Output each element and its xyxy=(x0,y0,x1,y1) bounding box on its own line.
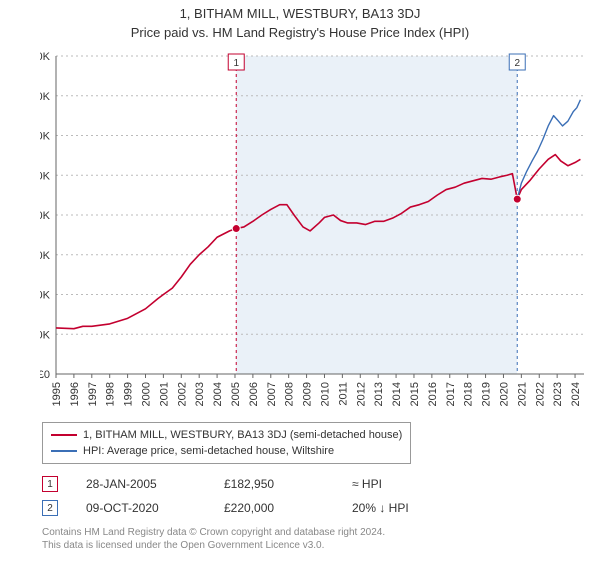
svg-text:£400K: £400K xyxy=(40,51,51,63)
transaction-date: 09-OCT-2020 xyxy=(86,501,196,515)
chart: £0 £50K £100K £150K £200K £250K £300K £350K £400… xyxy=(40,46,600,416)
legend-item: HPI: Average price, semi-detached house,… xyxy=(51,443,402,459)
legend-item: 1, BITHAM MILL, WESTBURY, BA13 3DJ (semi… xyxy=(51,427,402,443)
svg-text:£350K: £350K xyxy=(40,91,51,103)
svg-text:1998: 1998 xyxy=(105,382,117,406)
svg-text:1: 1 xyxy=(233,58,239,69)
svg-text:2007: 2007 xyxy=(266,382,278,406)
svg-text:2008: 2008 xyxy=(284,382,296,406)
svg-text:2001: 2001 xyxy=(158,382,170,406)
transaction-flag: 1 xyxy=(42,476,58,492)
transaction-row: 1 28-JAN-2005 £182,950 ≈ HPI xyxy=(42,472,600,496)
svg-text:2016: 2016 xyxy=(427,382,439,406)
svg-text:2018: 2018 xyxy=(463,382,475,406)
svg-text:£150K: £150K xyxy=(40,250,51,262)
svg-text:£300K: £300K xyxy=(40,131,51,143)
attribution-line1: Contains HM Land Registry data © Crown c… xyxy=(42,526,600,539)
svg-text:2015: 2015 xyxy=(409,382,421,406)
svg-text:1995: 1995 xyxy=(51,382,63,406)
svg-text:2010: 2010 xyxy=(319,382,331,406)
transactions-table: 1 28-JAN-2005 £182,950 ≈ HPI 2 09-OCT-2020 £22… xyxy=(42,472,600,520)
svg-text:2020: 2020 xyxy=(498,382,510,406)
transaction-row: 2 09-OCT-2020 £220,000 20% ↓ HPI xyxy=(42,496,600,520)
svg-text:2019: 2019 xyxy=(481,382,493,406)
svg-text:1996: 1996 xyxy=(69,382,81,406)
transaction-delta: 20% ↓ HPI xyxy=(352,501,442,515)
legend: 1, BITHAM MILL, WESTBURY, BA13 3DJ (semi… xyxy=(42,422,411,464)
svg-text:2003: 2003 xyxy=(194,382,206,406)
transaction-price: £182,950 xyxy=(224,477,324,491)
svg-text:1997: 1997 xyxy=(87,382,99,406)
svg-text:2021: 2021 xyxy=(516,382,528,406)
attribution: Contains HM Land Registry data © Crown c… xyxy=(42,526,600,552)
transaction-flag: 2 xyxy=(42,500,58,516)
svg-text:£200K: £200K xyxy=(40,210,51,222)
svg-text:2: 2 xyxy=(514,58,520,69)
svg-text:£50K: £50K xyxy=(40,329,51,341)
svg-text:2022: 2022 xyxy=(534,382,546,406)
legend-swatch xyxy=(51,450,77,452)
legend-swatch xyxy=(51,434,77,436)
svg-text:£100K: £100K xyxy=(40,290,51,302)
legend-label: 1, BITHAM MILL, WESTBURY, BA13 3DJ (semi… xyxy=(83,429,402,441)
svg-text:2009: 2009 xyxy=(302,382,314,406)
legend-label: HPI: Average price, semi-detached house,… xyxy=(83,445,334,457)
svg-text:2014: 2014 xyxy=(391,382,403,406)
chart-title: 1, BITHAM MILL, WESTBURY, BA13 3DJ xyxy=(0,6,600,21)
svg-text:2013: 2013 xyxy=(373,382,385,406)
svg-text:2006: 2006 xyxy=(248,382,260,406)
transaction-date: 28-JAN-2005 xyxy=(86,477,196,491)
transaction-price: £220,000 xyxy=(224,501,324,515)
svg-text:2024: 2024 xyxy=(570,382,582,406)
attribution-line2: This data is licensed under the Open Gov… xyxy=(42,539,600,552)
svg-text:2004: 2004 xyxy=(212,382,224,406)
chart-svg: £0 £50K £100K £150K £200K £250K £300K £350K £400… xyxy=(40,46,600,416)
svg-text:£0: £0 xyxy=(40,369,50,381)
transaction-delta: ≈ HPI xyxy=(352,477,442,491)
svg-text:1999: 1999 xyxy=(123,382,135,406)
svg-text:2000: 2000 xyxy=(140,382,152,406)
svg-text:2005: 2005 xyxy=(230,382,242,406)
svg-text:£250K: £250K xyxy=(40,170,51,182)
svg-text:2023: 2023 xyxy=(552,382,564,406)
svg-text:2002: 2002 xyxy=(176,382,188,406)
svg-text:2012: 2012 xyxy=(355,382,367,406)
chart-subtitle: Price paid vs. HM Land Registry's House … xyxy=(0,25,600,40)
svg-text:2017: 2017 xyxy=(445,382,457,406)
svg-text:2011: 2011 xyxy=(337,382,349,406)
